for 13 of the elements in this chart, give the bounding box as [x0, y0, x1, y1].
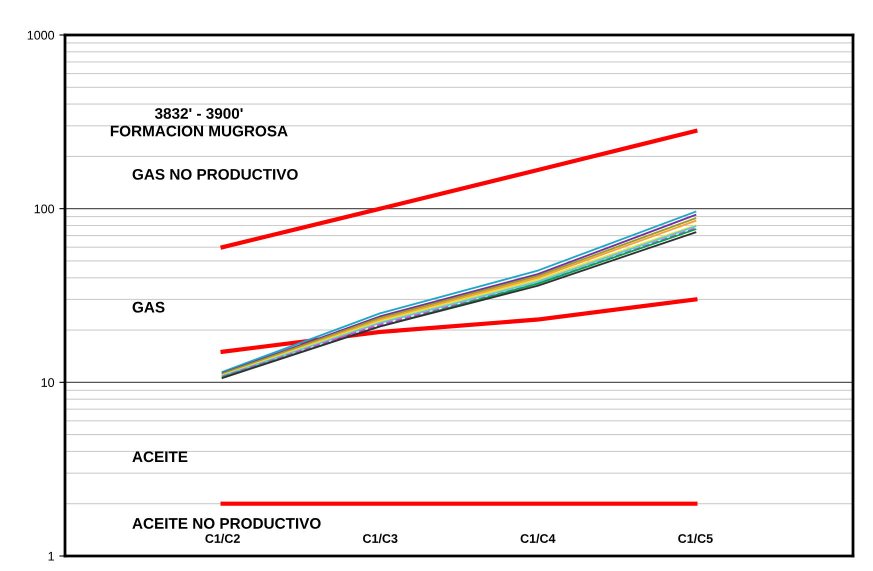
annotation: ACEITE [132, 451, 188, 462]
y-tick-label: 10 [42, 378, 54, 387]
y-tick-label: 100 [34, 204, 54, 214]
annotation: GAS NO PRODUCTIVO [132, 168, 298, 180]
x-tick-label: C1/C2 [205, 534, 240, 544]
x-tick-label: C1/C5 [678, 534, 713, 544]
x-tick-label: C1/C4 [520, 534, 556, 544]
y-tick-label: 1 [48, 552, 54, 561]
x-tick-label: C1/C3 [363, 534, 398, 544]
annotation: GAS [132, 302, 164, 313]
annotation: ACEITE NO PRODUCTIVO [132, 518, 321, 529]
y-tick-label: 1000 [28, 30, 54, 40]
text: 3832' - 3900' FORMACION MUGROSA [110, 108, 288, 136]
